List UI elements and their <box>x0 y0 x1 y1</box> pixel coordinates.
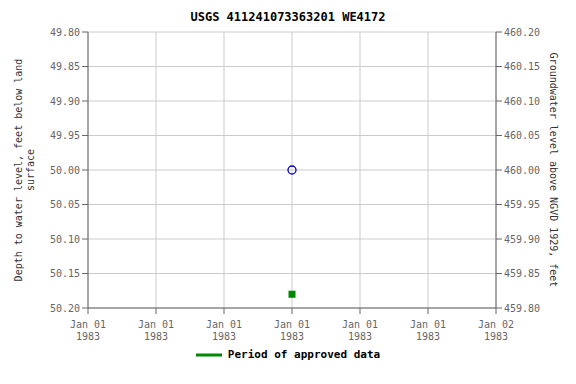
svg-text:460.20: 460.20 <box>504 27 540 38</box>
svg-text:Jan 011983: Jan 011983 <box>342 319 378 342</box>
html-text:Period of approved data: Period of approved data <box>227 348 381 361</box>
svg-text:460.10: 460.10 <box>504 96 540 107</box>
svg-text:460.05: 460.05 <box>504 130 540 141</box>
svg-text:50.15: 50.15 <box>50 268 80 279</box>
svg-text:50.20: 50.20 <box>50 303 80 314</box>
svg-text:459.80: 459.80 <box>504 303 540 314</box>
svg-text:459.85: 459.85 <box>504 268 540 279</box>
svg-text:Depth to water level, feet bel: Depth to water level, feet below landsur… <box>13 59 36 282</box>
svg-text:460.00: 460.00 <box>504 165 540 176</box>
svg-text:459.90: 459.90 <box>504 234 540 245</box>
html-text:USGS 411241073363201 WE4172: USGS 411241073363201 WE4172 <box>190 10 386 24</box>
svg-text:459.95: 459.95 <box>504 199 540 210</box>
svg-text:Jan 011983: Jan 011983 <box>410 319 446 342</box>
svg-text:50.00: 50.00 <box>50 165 80 176</box>
svg-text:49.80: 49.80 <box>50 27 80 38</box>
svg-text:Jan 021983: Jan 021983 <box>478 319 514 342</box>
svg-text:Jan 011983: Jan 011983 <box>138 319 174 342</box>
svg-text:Jan 011983: Jan 011983 <box>274 319 310 342</box>
svg-text:49.95: 49.95 <box>50 130 80 141</box>
svg-text:50.10: 50.10 <box>50 234 80 245</box>
svg-text:Jan 011983: Jan 011983 <box>206 319 242 342</box>
svg-text:50.05: 50.05 <box>50 199 80 210</box>
svg-text:460.15: 460.15 <box>504 61 540 72</box>
svg-text:Jan 011983: Jan 011983 <box>70 319 106 342</box>
svg-text:49.90: 49.90 <box>50 96 80 107</box>
svg-text:49.85: 49.85 <box>50 61 80 72</box>
svg-text:Groundwater level above NGVD 1: Groundwater level above NGVD 1929, feet <box>548 53 559 288</box>
